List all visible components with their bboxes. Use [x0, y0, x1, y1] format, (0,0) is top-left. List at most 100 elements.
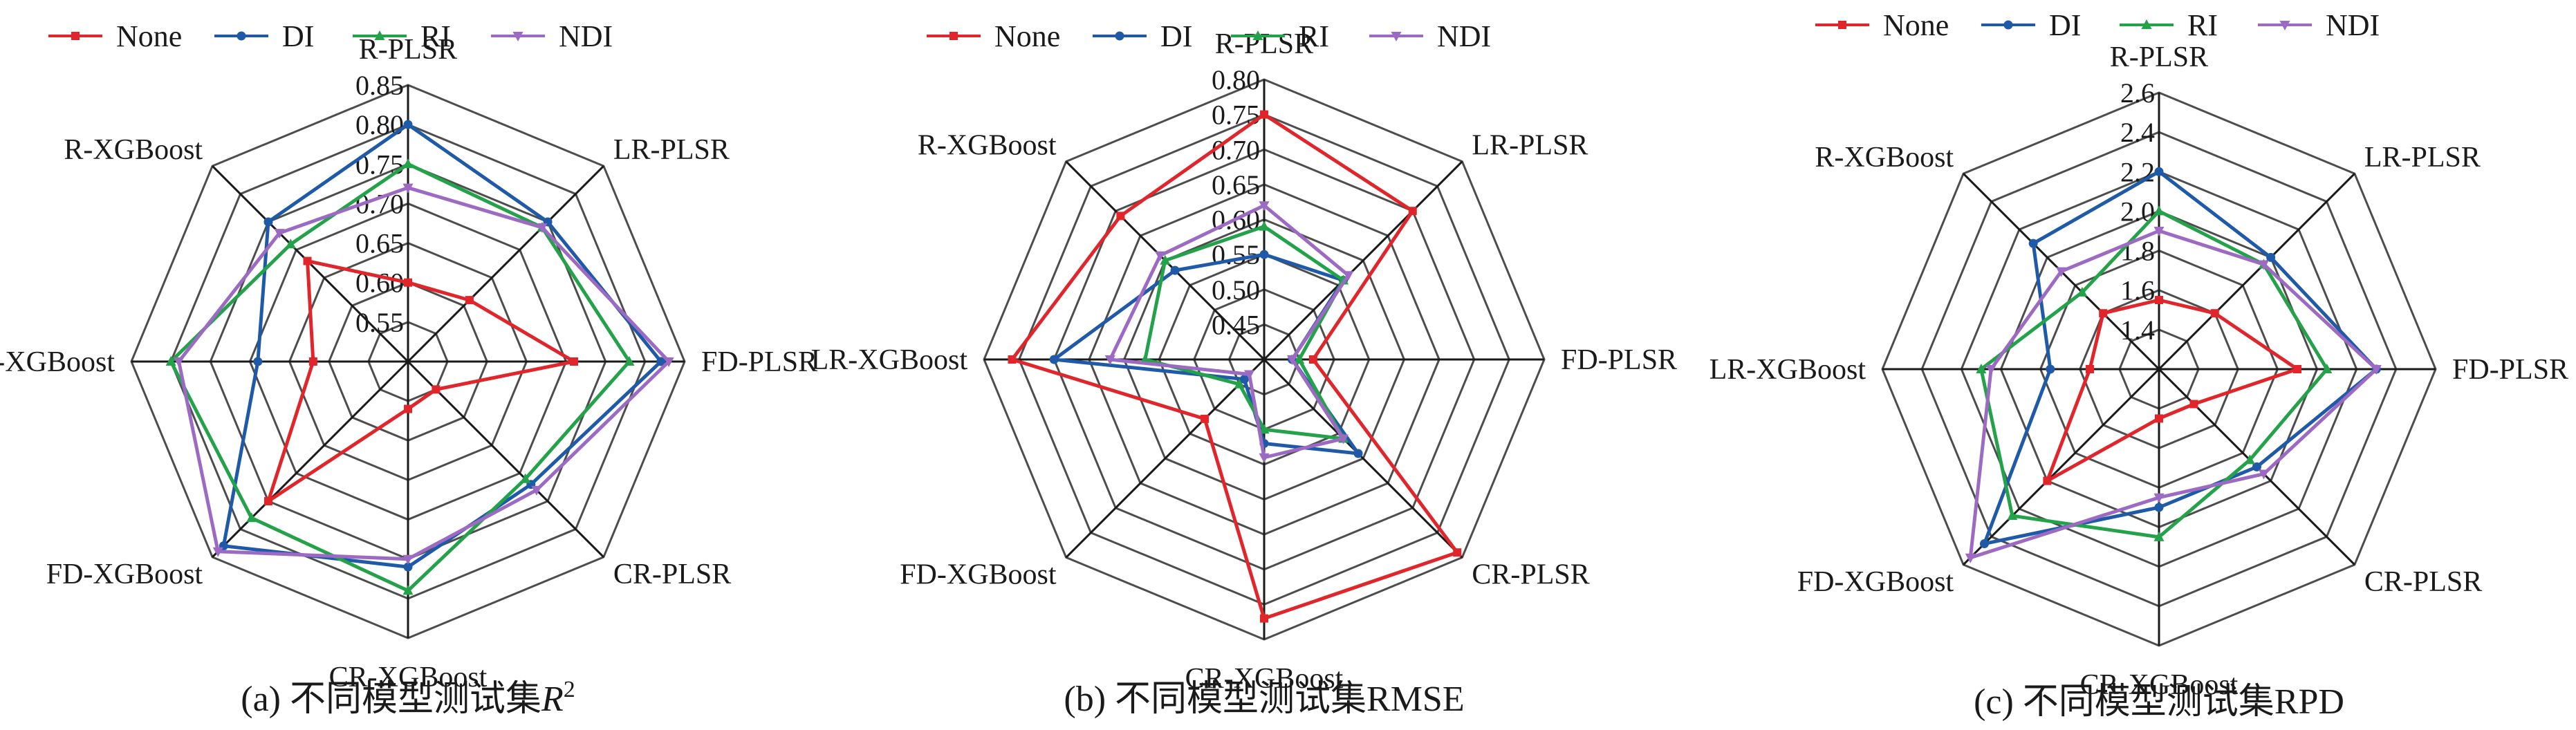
series-line-di — [221, 122, 663, 569]
series-line-ndi — [1968, 229, 2378, 560]
point-ndi-r-xgboost — [274, 229, 285, 239]
point-ri-r-plsr — [2153, 205, 2165, 216]
axis-spoke — [212, 360, 409, 558]
axis-spoke — [1963, 368, 2160, 565]
series-ndi — [174, 183, 674, 565]
point-ndi-r-plsr — [402, 183, 414, 194]
point-ndi-r-plsr — [1259, 201, 1270, 212]
point-none-cr-plsr — [2189, 400, 2198, 409]
legend-marker-ndi — [2279, 21, 2290, 30]
legend-marker-none — [71, 32, 80, 40]
point-ndi-fd-xgboost — [212, 547, 223, 557]
panel-c: 1.41.61.82.02.22.42.6R-PLSRLR-PLSRFD-PLS… — [1709, 8, 2568, 722]
point-ndi-r-xgboost — [1155, 251, 1166, 261]
legend-label-ri: RI — [2187, 8, 2218, 42]
point-ri-cr-xgboost — [402, 585, 414, 595]
legend-label-none: None — [1883, 8, 1949, 42]
point-none-cr-plsr — [432, 385, 441, 394]
point-ndi-cr-plsr — [1338, 434, 1349, 444]
point-di-lr-plsr — [2266, 252, 2276, 262]
point-none-r-plsr — [1260, 110, 1268, 119]
series-ri — [165, 158, 635, 595]
axis-label-lr-plsr: LR-PLSR — [613, 134, 730, 166]
point-ri-r-plsr — [402, 158, 414, 169]
point-di-lr-xgboost — [253, 357, 263, 366]
tick-label: 0.65 — [355, 228, 404, 259]
legend-marker-ndi — [512, 32, 523, 41]
axis-label-fd-plsr: FD-PLSR — [2452, 354, 2568, 386]
series-ndi — [1965, 227, 2382, 563]
axis-labels: R-PLSRLR-PLSRFD-PLSRCR-PLSRCR-XGBoostFD-… — [811, 28, 1677, 695]
point-di-r-plsr — [1259, 250, 1269, 259]
tick-label: 0.45 — [1212, 309, 1260, 340]
tick-label: 1.4 — [2120, 315, 2155, 346]
point-ri-fd-xgboost — [246, 512, 257, 523]
legend: None DI RI NDI — [1815, 8, 2380, 42]
point-none-r-xgboost — [1116, 212, 1125, 221]
series-none — [263, 256, 578, 506]
point-ndi-cr-xgboost — [1259, 453, 1270, 463]
point-ndi-fd-xgboost — [1965, 553, 1976, 563]
axis-spoke — [1263, 358, 1463, 559]
axis-labels: R-PLSRLR-PLSRFD-PLSRCR-PLSRCR-XGBoostFD-… — [1709, 41, 2568, 701]
legend-label-di: DI — [1160, 19, 1192, 53]
point-ndi-r-plsr — [2153, 227, 2165, 236]
tick-label: 0.75 — [355, 149, 404, 180]
axis-spoke — [2158, 173, 2355, 371]
point-di-fd-xgboost — [1239, 375, 1249, 384]
panel-caption: (a) 不同模型测试集R2 — [241, 677, 575, 719]
point-none-lr-xgboost — [2086, 365, 2094, 373]
point-ndi-fd-plsr — [2371, 365, 2382, 375]
point-di-lr-xgboost — [1049, 355, 1059, 364]
point-ri-lr-xgboost — [1976, 364, 1987, 373]
axis-label-r-plsr: R-PLSR — [1215, 28, 1313, 60]
series-none — [2043, 296, 2301, 485]
point-ndi-cr-xgboost — [402, 554, 414, 565]
legend-label-none: None — [994, 19, 1060, 53]
axis-labels: R-PLSRLR-PLSRFD-PLSRCR-PLSRCR-XGBoostFD-… — [0, 34, 817, 693]
tick-label: 0.65 — [1212, 169, 1260, 200]
point-ri-lr-xgboost — [165, 356, 176, 366]
axis-spoke — [1263, 160, 1463, 361]
point-di-r-xgboost — [263, 217, 273, 227]
tick-label: 0.80 — [355, 109, 404, 140]
series-line-di — [1982, 169, 2378, 546]
tick-label: 2.4 — [2120, 117, 2155, 148]
axis-label-r-xgboost: R-XGBoost — [1815, 142, 1954, 174]
legend-marker-ri — [2141, 19, 2152, 29]
axis-label-fd-plsr: FD-PLSR — [1561, 344, 1677, 376]
axis-spoke — [407, 360, 604, 558]
axis-label-cr-plsr: CR-PLSR — [2364, 566, 2482, 598]
point-none-lr-xgboost — [1008, 355, 1017, 364]
point-ri-r-xgboost — [1160, 254, 1171, 265]
series-ndi — [1104, 201, 1354, 463]
point-ri-fd-plsr — [624, 356, 635, 366]
axis-label-lr-plsr: LR-PLSR — [1472, 130, 1588, 162]
panel-caption: (c) 不同模型测试集RPD — [1974, 682, 2344, 722]
point-ri-r-xgboost — [2077, 286, 2088, 297]
axis-label-cr-xgboost: CR-XGBoost — [329, 662, 488, 693]
point-ndi-lr-xgboost — [1104, 355, 1115, 365]
axis-label-fd-plsr: FD-PLSR — [701, 346, 817, 378]
legend-label-ri: RI — [1299, 19, 1329, 53]
point-none-fd-xgboost — [1201, 414, 1210, 423]
axis-label-lr-xgboost: LR-XGBoost — [811, 344, 968, 376]
tick-label: 0.50 — [1212, 274, 1260, 306]
axis-label-lr-plsr: LR-PLSR — [2364, 142, 2481, 174]
axis-label-r-plsr: R-PLSR — [2110, 41, 2208, 73]
axis-label-fd-xgboost: FD-XGBoost — [46, 559, 203, 590]
point-di-cr-plsr — [1353, 449, 1363, 458]
point-ndi-cr-xgboost — [2153, 493, 2165, 503]
point-none-cr-xgboost — [404, 404, 412, 413]
point-di-lr-xgboost — [2046, 364, 2055, 374]
legend-marker-ri — [1252, 30, 1263, 40]
point-di-r-xgboost — [1170, 265, 1180, 275]
panel-caption: (b) 不同模型测试集RMSE — [1064, 680, 1464, 719]
legend-marker-none — [949, 32, 958, 40]
legend-marker-di — [2003, 20, 2013, 30]
point-none-cr-plsr — [1453, 548, 1462, 557]
legend-label-none: None — [116, 19, 182, 53]
legend-label-ri: RI — [420, 19, 451, 53]
point-ri-r-xgboost — [285, 238, 296, 249]
tick-label: 0.75 — [1212, 100, 1260, 131]
